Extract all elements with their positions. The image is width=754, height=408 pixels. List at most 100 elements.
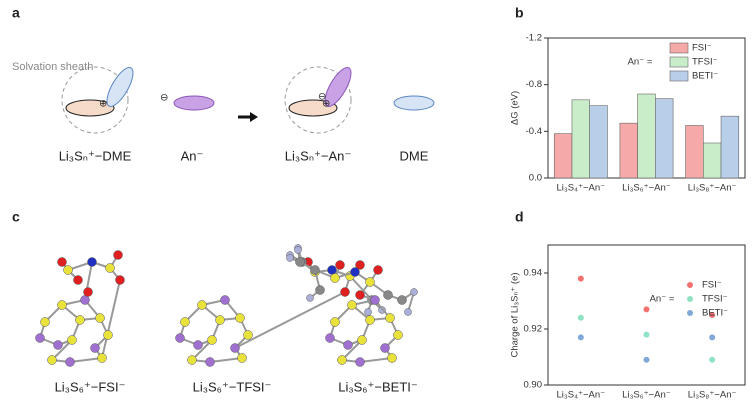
atom: [47, 355, 57, 365]
atom: [175, 333, 185, 343]
bond: [349, 275, 373, 301]
atom: [230, 343, 240, 353]
atom: [197, 300, 207, 310]
atom: [365, 277, 375, 287]
atom: [207, 335, 217, 345]
legend-label: FSI⁻: [692, 43, 712, 54]
x-tick-label: Li₃S₄⁺−An⁻: [556, 390, 605, 401]
atom: [330, 317, 340, 327]
atom: [115, 275, 125, 285]
atom: [295, 257, 305, 267]
bond: [69, 357, 103, 363]
atom: [364, 308, 372, 316]
legend-label: TFSI⁻: [702, 294, 728, 305]
species-label: Li₃Sₙ⁺−DME: [59, 148, 132, 163]
bar: [571, 99, 590, 179]
y-tick-label: 0.0: [529, 173, 542, 184]
point: [577, 314, 584, 321]
atom: [35, 333, 45, 343]
atom: [243, 330, 253, 340]
bar: [655, 98, 674, 179]
bond: [101, 279, 121, 359]
atom: [205, 357, 215, 367]
point: [709, 334, 716, 341]
point: [643, 356, 650, 363]
atom: [343, 340, 353, 350]
atom: [330, 273, 340, 283]
atom: [410, 288, 418, 296]
atom: [113, 250, 123, 260]
schematic: ⊕ ⊖ ⊖ ⊕: [61, 66, 435, 134]
y-tick-label: -1.2: [526, 33, 542, 44]
legend-swatch: [669, 42, 689, 54]
minus: ⊖: [160, 93, 168, 104]
legend-label: TFSI⁻: [692, 57, 718, 68]
legend-label: BETI⁻: [692, 71, 718, 82]
y-tick-label: -0.4: [526, 126, 542, 137]
atom: [325, 333, 335, 343]
x-tick-label: Li₃S₄⁺−An⁻: [556, 183, 605, 194]
atom: [97, 353, 107, 363]
atom: [215, 315, 225, 325]
atom: [347, 300, 357, 310]
bond: [359, 357, 393, 363]
atom: [404, 308, 412, 316]
structure-label: Li₃S₆⁺−TFSI⁻: [193, 379, 272, 394]
atom: [103, 330, 113, 340]
atom: [380, 343, 390, 353]
atom: [385, 313, 395, 323]
atom: [294, 246, 302, 254]
legend-label: BETI⁻: [702, 308, 728, 319]
bar: [619, 122, 638, 179]
bond: [234, 291, 346, 349]
atom: [306, 294, 314, 302]
atom: [53, 340, 63, 350]
atom: [63, 265, 73, 275]
dme: [106, 67, 134, 107]
sheath: [61, 66, 129, 134]
bar: [589, 105, 608, 179]
atom: [90, 343, 100, 353]
species-label: An⁻: [181, 148, 204, 163]
sheath: [284, 66, 352, 134]
point: [709, 312, 716, 318]
legend-swatch: [687, 296, 693, 302]
point: [643, 306, 650, 313]
atom: [383, 290, 393, 300]
point: [577, 334, 584, 341]
atom: [83, 287, 93, 297]
atom: [80, 295, 90, 305]
plus: ⊕: [322, 99, 330, 110]
arrow-head: [250, 112, 258, 122]
atom: [105, 263, 115, 273]
y-tick-label: 0.94: [524, 268, 543, 279]
structure-label: Li₃S₆⁺−BETI⁻: [338, 379, 418, 394]
x-tick-label: Li₃S₈⁺−An⁻: [688, 390, 737, 401]
point: [709, 356, 716, 363]
y-tick-label: 0.90: [524, 380, 543, 391]
atom: [65, 357, 75, 367]
atom: [180, 317, 190, 327]
bar: [703, 142, 722, 179]
x-tick-label: Li₃S₆⁺−An⁻: [622, 390, 671, 401]
panel-label: b: [515, 5, 524, 21]
atom: [327, 265, 337, 275]
legend-swatch: [669, 70, 689, 82]
bar: [685, 125, 704, 179]
panel-label: c: [12, 209, 20, 225]
cation: [65, 99, 115, 117]
atom: [315, 285, 325, 295]
atom: [397, 295, 407, 305]
species-label: Li₃Sₙ⁺−An⁻: [285, 148, 351, 163]
panel-label: a: [12, 5, 20, 21]
atom: [220, 295, 230, 305]
plus: ⊕: [99, 99, 107, 110]
atom: [365, 315, 375, 325]
atom: [87, 257, 97, 267]
legend-title: An⁻ =: [650, 294, 675, 305]
x-tick-label: Li₃S₆⁺−An⁻: [622, 183, 671, 194]
atom: [193, 340, 203, 350]
atom: [237, 353, 247, 363]
bond: [209, 357, 243, 363]
atom: [335, 260, 345, 270]
